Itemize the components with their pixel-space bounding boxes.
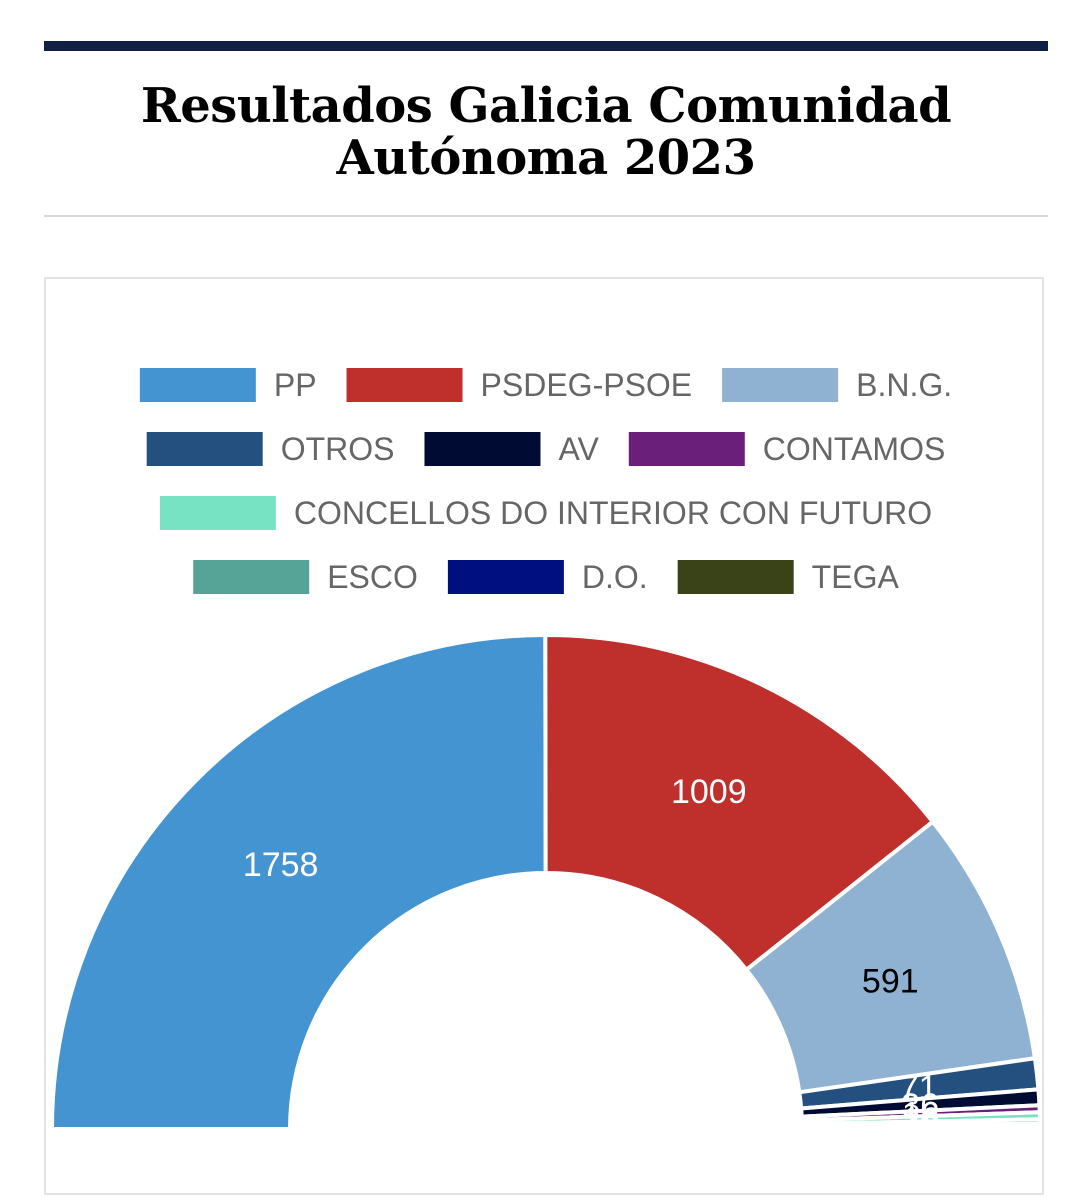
half-donut-chart: PP PSDEG-PSOE B.N.G. OTROS AV CONTAMOS CONCELL… — [49, 367, 1042, 1148]
data-label-pp: 1758 — [243, 846, 319, 884]
legend-swatch — [159, 496, 276, 530]
legend-swatch — [628, 432, 745, 466]
legend-swatch — [447, 560, 564, 594]
legend-swatch — [677, 560, 794, 594]
legend-swatch — [139, 368, 256, 402]
legend-swatch — [146, 432, 263, 466]
legend-label: OTROS — [281, 431, 395, 467]
top-rule — [44, 41, 1048, 51]
legend-item-d-o[interactable]: D.O. — [447, 559, 648, 595]
title-line-1: Resultados Galicia Comunidad — [140, 78, 952, 134]
chart-legend: PP PSDEG-PSOE B.N.G. OTROS AV CONTAMOS CONCELL… — [139, 367, 952, 595]
data-label-esco: 10 — [902, 1105, 940, 1143]
legend-label: ESCO — [327, 559, 418, 595]
data-label-contamos: 16 — [902, 1096, 940, 1134]
chart-container: PP PSDEG-PSOE B.N.G. OTROS AV CONTAMOS CONCELL… — [44, 277, 1044, 1195]
data-label-tega: 4 — [912, 1110, 931, 1148]
legend-label: PSDEG-PSOE — [481, 367, 693, 403]
legend-label: CONCELLOS DO INTERIOR CON FUTURO — [294, 495, 932, 531]
page-title: Resultados Galicia Comunidad Autónoma 20… — [44, 80, 1048, 184]
legend-item-tega[interactable]: TEGA — [677, 559, 900, 595]
legend-label: B.N.G. — [856, 367, 952, 403]
title-line-2: Autónoma 2023 — [336, 130, 756, 186]
legend-label: D.O. — [582, 559, 648, 595]
slice-pp[interactable] — [49, 632, 548, 1131]
legend-item-concellos-do-interior-con-futuro[interactable]: CONCELLOS DO INTERIOR CON FUTURO — [159, 495, 932, 531]
data-label-otros: 71 — [900, 1069, 938, 1107]
legend-item-esco[interactable]: ESCO — [193, 559, 418, 595]
legend-item-otros[interactable]: OTROS — [146, 431, 395, 467]
legend-label: TEGA — [812, 559, 900, 595]
legend-item-b-n-g[interactable]: B.N.G. — [722, 367, 952, 403]
slice-psdeg-psoe[interactable] — [543, 632, 936, 973]
chart-slices — [49, 632, 1042, 1131]
legend-label: CONTAMOS — [763, 431, 946, 467]
legend-item-pp[interactable]: PP — [139, 367, 317, 403]
data-label-b-n-g: 591 — [862, 962, 919, 1000]
legend-item-contamos[interactable]: CONTAMOS — [628, 431, 946, 467]
data-label-av: 36 — [901, 1087, 939, 1125]
slice-tega[interactable] — [799, 1125, 1042, 1131]
legend-swatch — [424, 432, 541, 466]
legend-swatch — [346, 368, 463, 402]
legend-item-av[interactable]: AV — [424, 431, 599, 467]
legend-swatch — [722, 368, 839, 402]
data-label-d-o: 8 — [912, 1108, 931, 1146]
data-label-concellos-do-interior-con-futuro: 16 — [902, 1101, 940, 1139]
legend-swatch — [193, 560, 310, 594]
legend-label: PP — [274, 367, 317, 403]
data-label-psdeg-psoe: 1009 — [671, 773, 747, 811]
legend-label: AV — [558, 431, 599, 467]
title-divider — [44, 215, 1048, 217]
legend-item-psdeg-psoe[interactable]: PSDEG-PSOE — [346, 367, 693, 403]
